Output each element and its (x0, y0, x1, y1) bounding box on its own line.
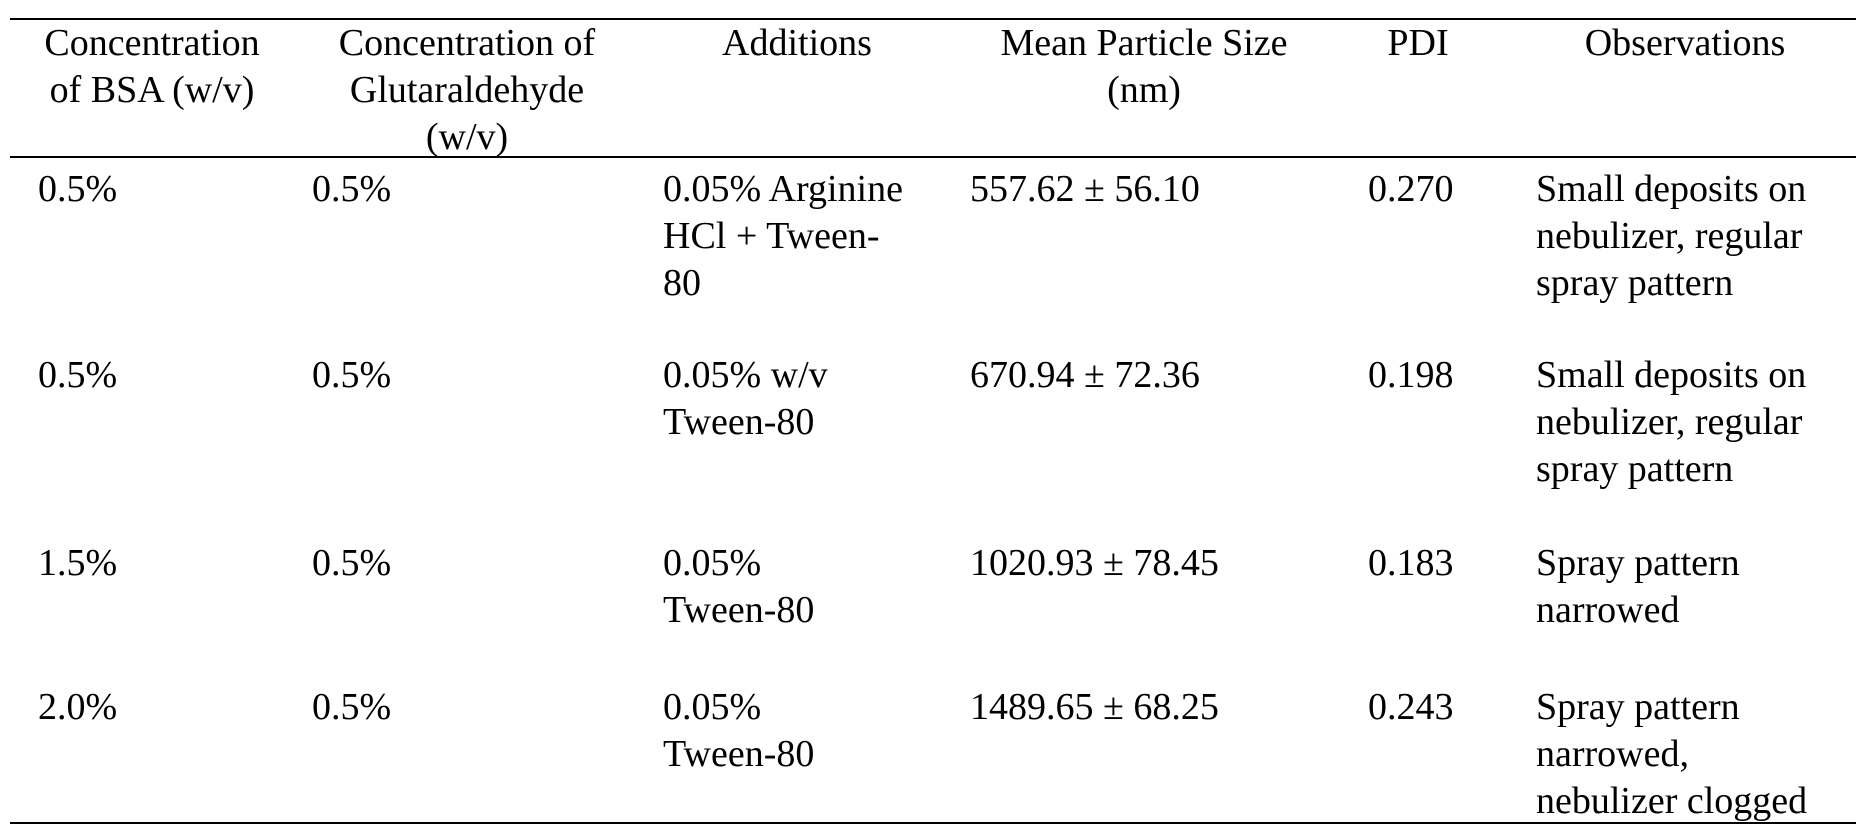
header-line: Concentration (44, 22, 260, 64)
cell-line: Small deposits on (1536, 354, 1807, 396)
cell-pdi: 0.198 (1368, 352, 1454, 399)
cell-mean-particle-size: 1489.65 ± 68.25 (970, 684, 1219, 731)
cell-line: 0.270 (1368, 168, 1454, 210)
header-line: (w/v) (425, 116, 509, 158)
cell-line: Tween-80 (663, 401, 815, 443)
cell-pdi: 0.183 (1368, 540, 1454, 587)
header-line: PDI (1387, 22, 1449, 64)
cell-bsa-concentration: 1.5% (38, 540, 117, 587)
cell-glutaraldehyde-concentration: 0.5% (312, 352, 391, 399)
header-line: Concentration of (338, 22, 596, 64)
cell-mean-particle-size: 557.62 ± 56.10 (970, 166, 1200, 213)
cell-line: 0.05% Arginine (663, 168, 903, 210)
cell-line: nebulizer clogged (1536, 780, 1808, 822)
cell-line: 2.0% (38, 686, 118, 728)
cell-line: narrowed (1536, 589, 1680, 631)
cell-line: 0.243 (1368, 686, 1454, 728)
cell-line: nebulizer, regular (1536, 401, 1803, 443)
cell-line: 1020.93 ± 78.45 (970, 542, 1219, 584)
cell-line: 557.62 ± 56.10 (970, 168, 1200, 210)
cell-line: Spray pattern (1536, 542, 1740, 584)
cell-line: 80 (663, 262, 701, 304)
cell-mean-particle-size: 670.94 ± 72.36 (970, 352, 1200, 399)
cell-line: 0.05% w/v (663, 354, 828, 396)
cell-line: 0.5% (38, 354, 118, 396)
header-line: (nm) (1107, 69, 1181, 111)
cell-additions: 0.05% Tween-80 (663, 684, 814, 778)
cell-pdi: 0.270 (1368, 166, 1454, 213)
cell-observations: Small deposits on nebulizer, regular spray… (1536, 166, 1806, 307)
cell-line: 0.183 (1368, 542, 1454, 584)
cell-line: 0.5% (312, 354, 392, 396)
header-line: of BSA (w/v) (49, 69, 255, 111)
header-mean-particle-size: Mean Particle Size (nm) (944, 20, 1344, 114)
header-line: Additions (722, 22, 872, 64)
cell-glutaraldehyde-concentration: 0.5% (312, 540, 391, 587)
cell-line: 0.5% (312, 686, 392, 728)
cell-line: spray pattern (1536, 262, 1734, 304)
header-line: Mean Particle Size (1000, 22, 1288, 64)
cell-bsa-concentration: 2.0% (38, 684, 117, 731)
cell-pdi: 0.243 (1368, 684, 1454, 731)
cell-line: Small deposits on (1536, 168, 1807, 210)
header-additions: Additions (597, 20, 997, 67)
cell-glutaraldehyde-concentration: 0.5% (312, 684, 391, 731)
header-bsa-concentration: Concentration of BSA (w/v) (0, 20, 352, 114)
cell-observations: Spray pattern narrowed (1536, 540, 1740, 634)
cell-line: Tween-80 (663, 733, 815, 775)
header-pdi: PDI (1218, 20, 1618, 67)
cell-line: 0.5% (312, 168, 392, 210)
cell-bsa-concentration: 0.5% (38, 352, 117, 399)
cell-line: 0.198 (1368, 354, 1454, 396)
cell-additions: 0.05% w/v Tween-80 (663, 352, 828, 446)
cell-line: nebulizer, regular (1536, 215, 1803, 257)
table-top-rule (10, 18, 1856, 20)
header-glutaraldehyde-concentration: Concentration of Glutaraldehyde (w/v) (267, 20, 667, 161)
cell-line: spray pattern (1536, 448, 1734, 490)
cell-line: narrowed, (1536, 733, 1689, 775)
cell-observations: Spray pattern narrowed, nebulizer clogged (1536, 684, 1807, 825)
header-line: Glutaraldehyde (349, 69, 585, 111)
cell-additions: 0.05% Arginine HCl + Tween- 80 (663, 166, 903, 307)
header-line: Observations (1584, 22, 1786, 64)
table-bottom-rule (10, 822, 1856, 824)
cell-observations: Small deposits on nebulizer, regular spray… (1536, 352, 1806, 493)
cell-line: 0.5% (38, 168, 118, 210)
cell-bsa-concentration: 0.5% (38, 166, 117, 213)
table-header-rule (10, 156, 1856, 158)
cell-line: 670.94 ± 72.36 (970, 354, 1200, 396)
cell-line: 1.5% (38, 542, 118, 584)
cell-line: 0.05% (663, 542, 762, 584)
cell-line: 0.05% (663, 686, 762, 728)
cell-additions: 0.05% Tween-80 (663, 540, 814, 634)
cell-line: Tween-80 (663, 589, 815, 631)
cell-line: 1489.65 ± 68.25 (970, 686, 1219, 728)
header-observations: Observations (1485, 20, 1868, 67)
cell-line: Spray pattern (1536, 686, 1740, 728)
cell-glutaraldehyde-concentration: 0.5% (312, 166, 391, 213)
cell-mean-particle-size: 1020.93 ± 78.45 (970, 540, 1219, 587)
cell-line: 0.5% (312, 542, 392, 584)
cell-line: HCl + Tween- (663, 215, 880, 257)
